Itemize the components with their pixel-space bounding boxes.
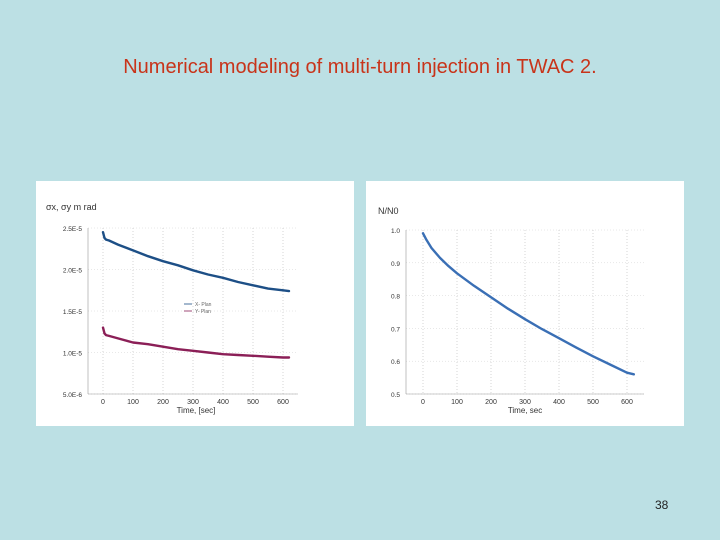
chart-1-xtick-label: 400 — [553, 399, 565, 406]
chart-0-series-0-point — [103, 237, 106, 239]
chart-1-xtick-label: 300 — [519, 399, 531, 406]
chart-0-series-0-point — [267, 287, 269, 290]
chart-0-series-1-point — [282, 356, 284, 359]
chart-0-series-0-point — [282, 289, 284, 292]
chart-1-series-0-point — [490, 296, 492, 299]
chart-0-series-1-point — [103, 332, 106, 335]
chart-0-series-0-point — [102, 231, 104, 234]
chart-0-series-1-point — [252, 354, 254, 357]
chart-1-xlabel: Time, sec — [508, 406, 542, 415]
chart-1-series-0-point — [541, 328, 543, 330]
chart-1-xtick-label: 100 — [451, 399, 463, 406]
chart-0-series-1-point — [237, 354, 239, 356]
chart-0-ytick-label: 1.5E-5 — [63, 309, 83, 316]
chart-1-ylabel: N/N0 — [378, 206, 399, 216]
chart-0-series-0 — [101, 231, 291, 293]
chart-0-series-1-point — [105, 334, 107, 336]
chart-0-xtick-label: 400 — [217, 399, 229, 406]
chart-1-series-0-point — [456, 272, 458, 275]
chart-1-ytick-label: 0.7 — [391, 326, 400, 333]
chart-1-series-0-point — [430, 247, 433, 249]
chart-0-xtick-label: 0 — [101, 399, 105, 406]
chart-1-ytick-label: 0.9 — [391, 261, 400, 268]
chart-1-series-0-point — [626, 371, 628, 374]
chart-0-xtick-label: 100 — [127, 399, 139, 406]
chart-0-series-0-point — [132, 249, 134, 252]
chart-0-series-0-point — [222, 276, 224, 279]
chart-0-legend-label: X- Plan — [195, 302, 212, 308]
chart-1-series-0-point — [507, 307, 509, 310]
chart-0-series-1-point — [192, 349, 194, 352]
chart-1-ytick-label: 0.6 — [391, 359, 400, 366]
chart-0-series-0-point — [252, 284, 254, 287]
chart-0-xtick-label: 500 — [247, 399, 259, 406]
chart-1-series-0-point — [422, 232, 424, 235]
chart-1-series-0-point — [609, 363, 611, 366]
chart-1-xtick-label: 500 — [587, 399, 599, 406]
emittance-chart: σx, σy m rad 2.5E-5 2.0E-5 1.5E-5 1.0E-5 5.0E… — [46, 202, 298, 415]
chart-1-xtick-label: 0 — [421, 399, 425, 406]
chart-0-series-0-point — [108, 239, 110, 242]
chart-1-series-0-point — [439, 256, 441, 259]
chart-0-series-0-point — [237, 281, 239, 283]
chart-0-xlabel: Time, [sec] — [177, 406, 216, 415]
chart-0-ytick-label: 5.0E-6 — [63, 392, 83, 399]
chart-0-series-1-point — [162, 345, 164, 348]
chart-1-ytick-label: 0.5 — [391, 392, 400, 399]
chart-1-series-0-point — [575, 346, 577, 349]
chart-0-series-0-point — [117, 243, 119, 246]
chart-0-series-0-point — [177, 264, 179, 267]
chart-0-series-1-point — [147, 343, 149, 346]
chart-1-xtick-label: 600 — [621, 399, 633, 406]
chart-0-series-1-point — [288, 356, 290, 359]
chart-0-xtick-label: 200 — [157, 399, 169, 406]
emittance-chart-panel: σx, σy m rad 2.5E-5 2.0E-5 1.5E-5 1.0E-5 5.0E… — [36, 181, 354, 426]
chart-0-series-0-point — [162, 260, 164, 263]
chart-0-series-1-point — [102, 326, 104, 329]
chart-0-legend-label: Y- Plan — [195, 309, 211, 315]
chart-0-series-1-point — [207, 351, 209, 354]
chart-1-xtick-label: 200 — [485, 399, 497, 406]
chart-1-series-0-point — [632, 373, 635, 376]
chart-0-xtick-label: 300 — [187, 399, 199, 406]
chart-1-series-0-point — [473, 284, 475, 287]
chart-0-series-1-point — [132, 341, 134, 344]
chart-1-ytick-label: 1.0 — [391, 228, 400, 235]
slide-title: Numerical modeling of multi-turn injecti… — [123, 56, 597, 78]
chart-1-series-0 — [421, 232, 635, 376]
chart-0-series-0-point — [288, 290, 290, 292]
chart-1-series-0-point — [425, 238, 428, 241]
chart-0-series-0-point — [147, 255, 149, 258]
chart-0-ytick-label: 2.0E-5 — [63, 268, 83, 275]
chart-0-series-1-point — [177, 348, 179, 351]
intensity-chart: N/N0 1.0 0.9 0.8 0.7 0.6 0.5 0 100 200 300 400 500 60… — [378, 206, 644, 415]
chart-0-series-1-point — [117, 337, 119, 340]
chart-0-series-0-point — [105, 238, 107, 241]
chart-0-ytick-label: 1.0E-5 — [63, 351, 83, 358]
chart-0-ylabel: σx, σy m rad — [46, 202, 97, 212]
page-number: 38 — [655, 498, 669, 512]
chart-0-series-0-point — [207, 273, 209, 276]
chart-1-series-0-point — [447, 265, 450, 267]
chart-1-ytick-label: 0.8 — [391, 294, 400, 301]
chart-0-series-1-point — [267, 355, 269, 358]
chart-1-series-0-point — [524, 318, 526, 321]
chart-1-series-0-point — [592, 355, 594, 358]
intensity-chart-panel: N/N0 1.0 0.9 0.8 0.7 0.6 0.5 0 100 200 300 400 500 60… — [366, 181, 684, 426]
chart-0-series-1-point — [222, 353, 224, 356]
chart-0-xtick-label: 600 — [277, 399, 289, 406]
chart-0-series-1 — [101, 326, 291, 359]
chart-1-series-0-point — [558, 337, 560, 340]
chart-0-ytick-label: 2.5E-5 — [63, 226, 83, 233]
chart-0-series-1-point — [108, 335, 110, 337]
chart-0-series-0-point — [192, 269, 194, 272]
